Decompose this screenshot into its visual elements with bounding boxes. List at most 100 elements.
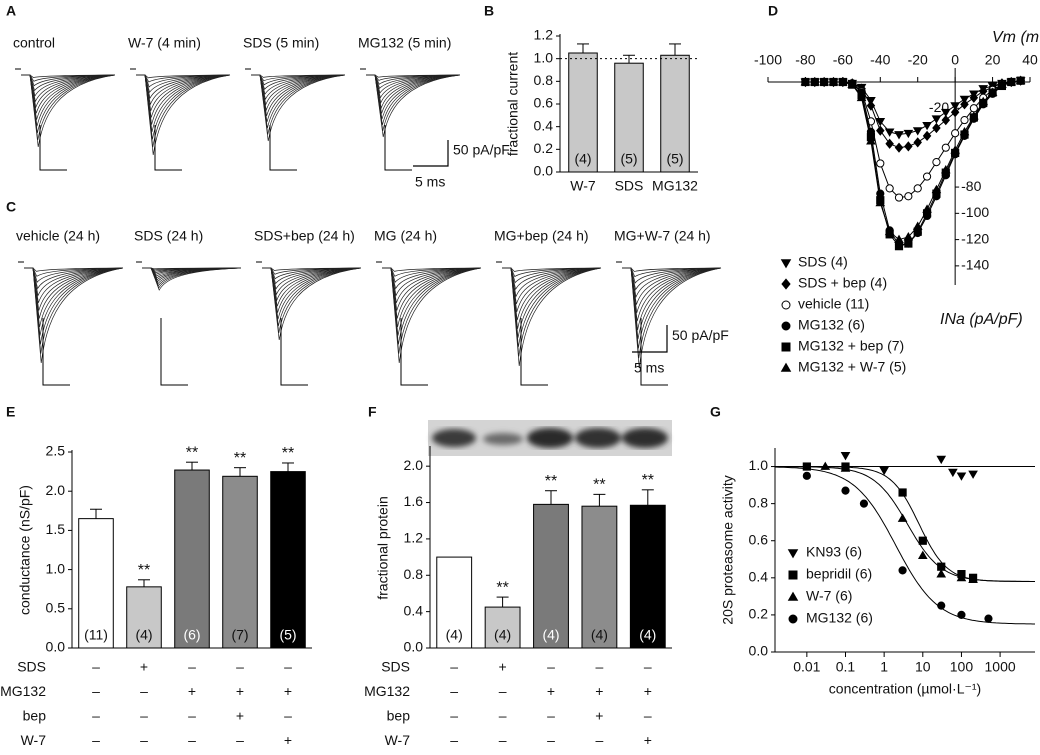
y-tick-label: 0.4: [404, 602, 424, 618]
marker: [922, 121, 932, 131]
marker: [922, 130, 932, 141]
y-tick-label: 0.0: [404, 639, 424, 655]
trace: [24, 267, 124, 290]
legend-label: MG132 (6): [798, 317, 865, 333]
y-axis-label: conductance (nS/pF): [17, 485, 33, 615]
trace: [136, 74, 231, 118]
western-blot: [428, 420, 672, 456]
treatment-sign: –: [92, 708, 100, 724]
panel-label: C: [6, 199, 16, 215]
treatment-sign: –: [450, 708, 458, 724]
trace: [622, 267, 722, 299]
marker: [940, 165, 951, 174]
n-label: (4): [591, 627, 608, 643]
trace: [622, 267, 722, 359]
marker: [912, 127, 923, 136]
significance-label: **: [138, 562, 150, 579]
marker: [1015, 75, 1026, 85]
significance-label: **: [496, 579, 508, 596]
significance-label: **: [282, 445, 294, 462]
marker: [841, 486, 850, 495]
blot-bands: [432, 428, 668, 448]
y-tick-label: 0.8: [404, 566, 424, 582]
bar: [660, 54, 690, 173]
bar: [533, 503, 569, 649]
n-label: (4): [494, 627, 511, 643]
x-tick-label: 100: [950, 659, 974, 675]
trace: [24, 267, 124, 327]
legend-label: MG132 + bep (7): [798, 338, 904, 354]
y-tick-label: 0.4: [749, 569, 769, 585]
trace: [136, 74, 231, 106]
marker: [922, 204, 932, 213]
treatment-name: W-7: [21, 732, 47, 748]
trace: [136, 74, 231, 140]
trace: [382, 267, 482, 327]
marker: [875, 197, 886, 207]
marker: [959, 126, 970, 136]
marker: [903, 129, 914, 139]
marker: [819, 77, 829, 86]
y-tick-label: 2.0: [404, 457, 424, 473]
marker: [884, 128, 895, 137]
trace-label: MG+W-7 (24 h): [614, 228, 711, 244]
y-tick-label: 1.2: [534, 27, 554, 43]
x-tick-label: 10: [915, 659, 931, 675]
trace-label: SDS (5 min): [243, 35, 319, 51]
trace: [502, 267, 602, 284]
trace-scale: [160, 318, 188, 386]
x-tick-label: -100: [754, 52, 782, 68]
trace: [502, 267, 602, 367]
trace: [502, 267, 602, 321]
treatment-sign: –: [547, 659, 555, 675]
n-label: (5): [279, 627, 296, 643]
trace: [622, 267, 722, 284]
trace-scale: [280, 318, 308, 386]
x-tick-label: 0.01: [793, 659, 820, 675]
trace: [502, 267, 602, 298]
marker: [897, 513, 908, 522]
legend-marker: [788, 614, 798, 624]
trace: [24, 267, 124, 297]
trace: [382, 267, 482, 303]
trace: [382, 267, 482, 290]
trace: [382, 267, 482, 336]
trace: [382, 267, 482, 345]
marker: [968, 470, 978, 479]
x-tick-label: 40: [1022, 52, 1038, 68]
trace-scale: [384, 125, 412, 171]
treatment-name: MG132: [364, 683, 410, 699]
blot-band: [483, 433, 523, 445]
trace-scale: [42, 318, 70, 386]
trace-scale: [39, 125, 67, 171]
y-tick-label: 0.8: [749, 494, 769, 510]
treatment-name: bep: [387, 708, 411, 724]
y-tick-label: -140: [961, 257, 989, 273]
treatment-sign: +: [644, 683, 652, 699]
x-tick-label: W-7: [570, 178, 596, 194]
marker: [997, 79, 1007, 89]
treatment-sign: +: [644, 732, 652, 748]
trace-label: SDS+bep (24 h): [254, 228, 355, 244]
y-tick-label: 0.6: [534, 95, 554, 111]
treatment-sign: +: [595, 683, 603, 699]
n-label: (11): [84, 627, 108, 643]
y-tick-label: -120: [961, 230, 989, 246]
legend-marker: [781, 278, 791, 290]
treatment-sign: –: [284, 708, 292, 724]
marker: [969, 92, 979, 103]
treatment-sign: –: [140, 708, 148, 724]
legend-label: MG132 + W-7 (5): [798, 359, 906, 375]
marker: [918, 536, 927, 545]
treatment-name: W-7: [385, 732, 411, 748]
significance-label: **: [642, 472, 654, 489]
bar: [436, 556, 473, 649]
marker: [960, 115, 969, 125]
marker: [950, 145, 960, 154]
trace: [262, 267, 362, 341]
marker: [940, 108, 951, 118]
marker: [904, 192, 913, 201]
treatment-sign: +: [284, 732, 292, 748]
n-label: (5): [666, 151, 683, 167]
treatment-sign: –: [140, 732, 148, 748]
